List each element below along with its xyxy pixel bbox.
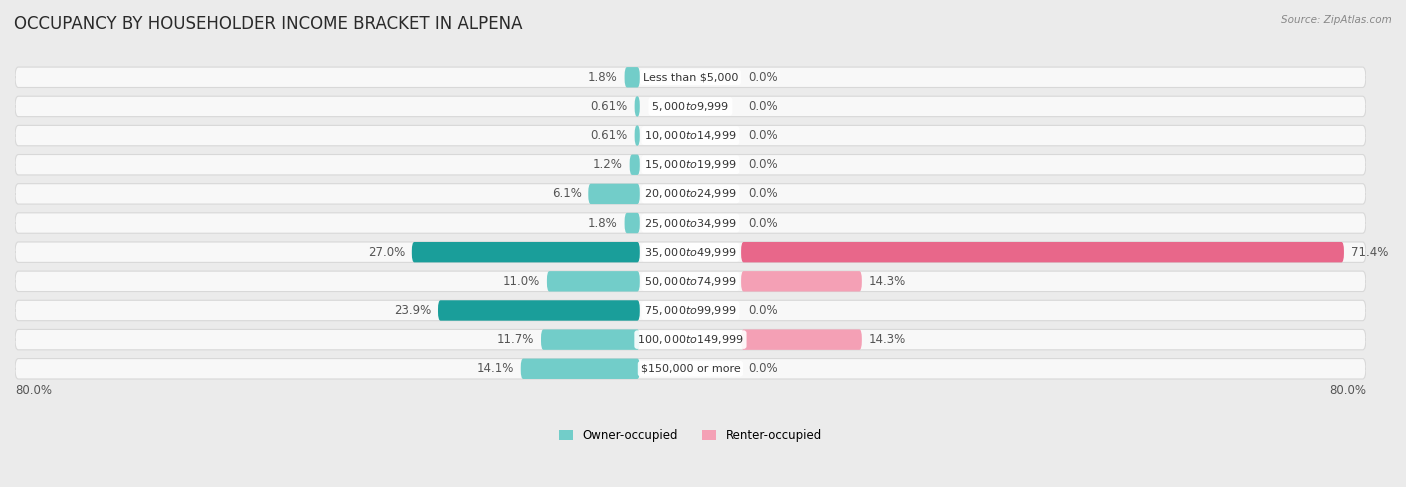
Text: 0.0%: 0.0% <box>748 217 778 229</box>
FancyBboxPatch shape <box>547 271 640 292</box>
Text: 80.0%: 80.0% <box>15 384 52 397</box>
Text: $25,000 to $34,999: $25,000 to $34,999 <box>644 217 737 229</box>
Text: Less than $5,000: Less than $5,000 <box>643 72 738 82</box>
Text: 11.0%: 11.0% <box>503 275 540 288</box>
FancyBboxPatch shape <box>15 213 1365 233</box>
Legend: Owner-occupied, Renter-occupied: Owner-occupied, Renter-occupied <box>560 429 821 442</box>
FancyBboxPatch shape <box>15 125 1365 146</box>
FancyBboxPatch shape <box>541 329 640 350</box>
FancyBboxPatch shape <box>15 300 1365 320</box>
FancyBboxPatch shape <box>624 67 640 88</box>
Text: 0.61%: 0.61% <box>591 100 628 113</box>
Text: $100,000 to $149,999: $100,000 to $149,999 <box>637 333 744 346</box>
Text: $15,000 to $19,999: $15,000 to $19,999 <box>644 158 737 171</box>
FancyBboxPatch shape <box>15 184 1365 204</box>
Text: 27.0%: 27.0% <box>368 245 405 259</box>
Text: $10,000 to $14,999: $10,000 to $14,999 <box>644 129 737 142</box>
FancyBboxPatch shape <box>15 67 1365 88</box>
Text: $75,000 to $99,999: $75,000 to $99,999 <box>644 304 737 317</box>
Text: 1.2%: 1.2% <box>593 158 623 171</box>
FancyBboxPatch shape <box>741 242 1344 262</box>
Text: 14.3%: 14.3% <box>869 275 905 288</box>
Text: 23.9%: 23.9% <box>394 304 432 317</box>
Text: 0.0%: 0.0% <box>748 71 778 84</box>
Text: 11.7%: 11.7% <box>496 333 534 346</box>
FancyBboxPatch shape <box>15 96 1365 116</box>
Text: 80.0%: 80.0% <box>1329 384 1365 397</box>
FancyBboxPatch shape <box>588 184 640 204</box>
Text: 0.0%: 0.0% <box>748 362 778 375</box>
Text: $50,000 to $74,999: $50,000 to $74,999 <box>644 275 737 288</box>
Text: 0.61%: 0.61% <box>591 129 628 142</box>
FancyBboxPatch shape <box>15 358 1365 379</box>
Text: 0.0%: 0.0% <box>748 129 778 142</box>
Text: 14.3%: 14.3% <box>869 333 905 346</box>
Text: 1.8%: 1.8% <box>588 217 617 229</box>
FancyBboxPatch shape <box>634 96 640 116</box>
FancyBboxPatch shape <box>15 154 1365 175</box>
FancyBboxPatch shape <box>624 213 640 233</box>
Text: 0.0%: 0.0% <box>748 187 778 200</box>
FancyBboxPatch shape <box>630 154 640 175</box>
FancyBboxPatch shape <box>741 271 862 292</box>
Text: 0.0%: 0.0% <box>748 100 778 113</box>
Text: OCCUPANCY BY HOUSEHOLDER INCOME BRACKET IN ALPENA: OCCUPANCY BY HOUSEHOLDER INCOME BRACKET … <box>14 15 523 33</box>
Text: $20,000 to $24,999: $20,000 to $24,999 <box>644 187 737 200</box>
FancyBboxPatch shape <box>15 329 1365 350</box>
Text: 6.1%: 6.1% <box>551 187 582 200</box>
Text: 71.4%: 71.4% <box>1351 245 1388 259</box>
Text: Source: ZipAtlas.com: Source: ZipAtlas.com <box>1281 15 1392 25</box>
FancyBboxPatch shape <box>412 242 640 262</box>
Text: 14.1%: 14.1% <box>477 362 515 375</box>
Text: $150,000 or more: $150,000 or more <box>641 364 741 374</box>
FancyBboxPatch shape <box>15 242 1365 262</box>
FancyBboxPatch shape <box>741 329 862 350</box>
FancyBboxPatch shape <box>634 125 640 146</box>
FancyBboxPatch shape <box>15 271 1365 292</box>
FancyBboxPatch shape <box>439 300 640 320</box>
Text: 0.0%: 0.0% <box>748 158 778 171</box>
FancyBboxPatch shape <box>520 358 640 379</box>
Text: 1.8%: 1.8% <box>588 71 617 84</box>
Text: $35,000 to $49,999: $35,000 to $49,999 <box>644 245 737 259</box>
Text: $5,000 to $9,999: $5,000 to $9,999 <box>651 100 730 113</box>
Text: 0.0%: 0.0% <box>748 304 778 317</box>
